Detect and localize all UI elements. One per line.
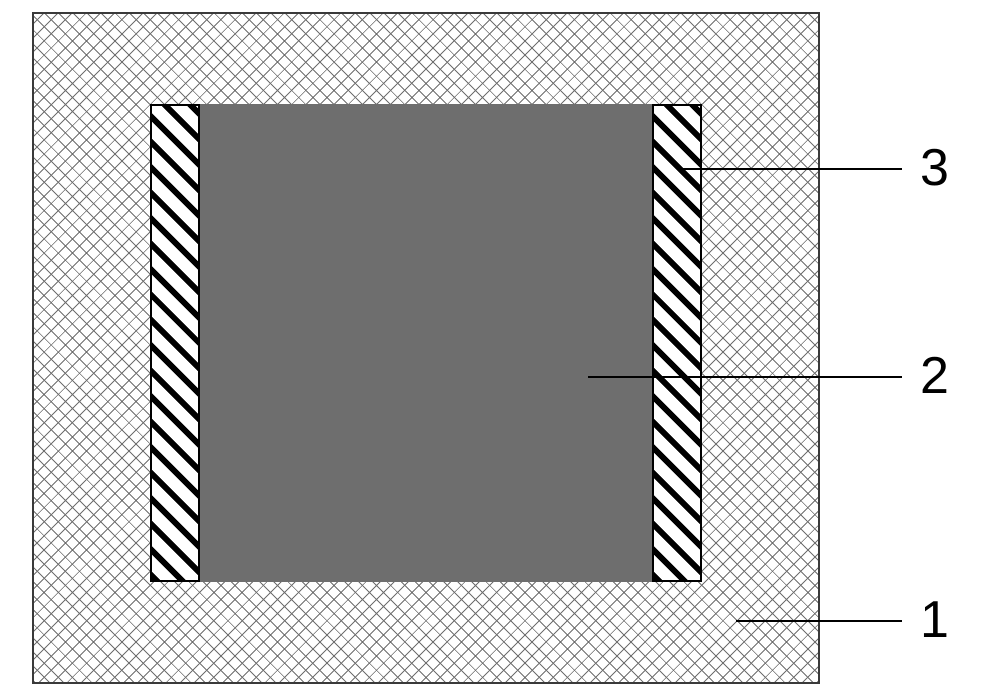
label-3: 3 <box>920 142 949 194</box>
leader-line-1 <box>736 620 902 622</box>
diagram-canvas: 3 2 1 <box>0 0 1000 691</box>
label-1: 1 <box>920 594 949 646</box>
leader-line-2 <box>588 376 902 378</box>
inner-region <box>200 104 652 582</box>
leader-line-3 <box>678 168 902 170</box>
hatched-strip-left <box>150 104 200 582</box>
label-2: 2 <box>920 350 949 402</box>
hatched-strip-right <box>652 104 702 582</box>
